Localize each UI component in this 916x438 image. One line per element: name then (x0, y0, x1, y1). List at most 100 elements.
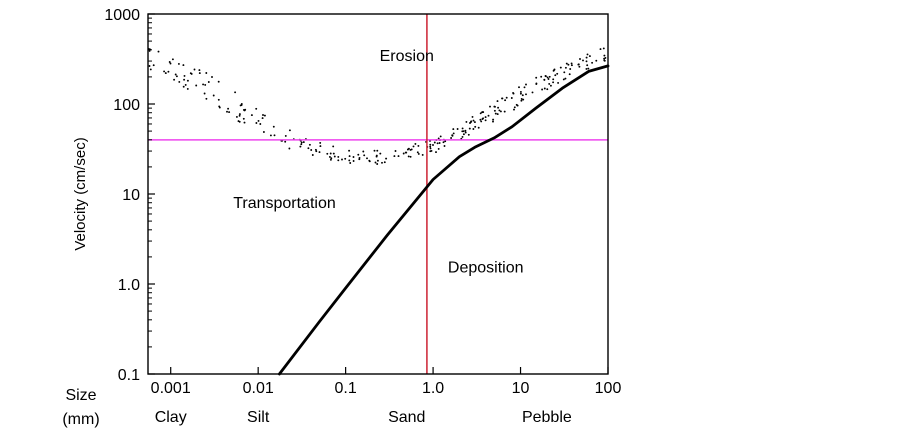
band-dot (310, 149, 312, 151)
band-dot (429, 144, 431, 146)
band-dot (489, 106, 491, 108)
band-dot (437, 142, 439, 144)
band-dot (341, 159, 343, 161)
y-tick-label: 100 (113, 97, 140, 114)
band-dot (385, 158, 387, 160)
band-dot (438, 148, 440, 150)
band-dot (560, 67, 562, 69)
band-dot (243, 109, 245, 111)
band-dot (262, 114, 264, 116)
band-dot (417, 145, 419, 147)
band-dot (251, 114, 253, 116)
band-dot (595, 60, 597, 62)
band-dot (239, 115, 241, 117)
band-dot (334, 156, 336, 158)
band-dot (274, 134, 276, 136)
band-dot (513, 93, 515, 95)
band-dot (434, 142, 436, 144)
band-dot (591, 62, 593, 64)
band-dot (300, 143, 302, 145)
band-dot (319, 151, 321, 153)
band-dot (414, 143, 416, 145)
band-dot (376, 163, 378, 165)
band-dot (569, 73, 571, 75)
band-dot (535, 77, 537, 79)
size-class-label: Clay (155, 409, 187, 426)
band-dot (393, 155, 395, 157)
band-dot (379, 153, 381, 155)
band-dot (548, 83, 550, 85)
band-dot (243, 118, 245, 120)
band-dot (384, 161, 386, 163)
band-dot (258, 120, 260, 122)
band-dot (184, 75, 186, 77)
band-dot (262, 117, 264, 119)
band-dot (430, 147, 432, 149)
band-dot (549, 76, 551, 78)
band-dot (450, 137, 452, 139)
band-dot (603, 58, 605, 60)
band-dot (511, 97, 513, 99)
band-dot (497, 107, 499, 109)
band-dot (541, 89, 543, 91)
band-dot (255, 108, 257, 110)
band-dot (167, 71, 169, 73)
band-dot (363, 154, 365, 156)
size-class-label: Pebble (522, 409, 572, 426)
band-dot (494, 110, 496, 112)
band-dot (432, 144, 434, 146)
band-dot (348, 159, 350, 161)
band-dot (485, 119, 487, 121)
band-dot (532, 91, 534, 93)
band-dot (578, 66, 580, 68)
band-dot (299, 146, 301, 148)
band-dot (403, 153, 405, 155)
band-dot (173, 79, 175, 81)
band-dot (463, 130, 465, 132)
band-dot (349, 155, 351, 157)
band-dot (444, 145, 446, 147)
band-dot (485, 116, 487, 118)
band-dot (587, 53, 589, 55)
band-dot (330, 159, 332, 161)
band-dot (288, 148, 290, 150)
band-dot (208, 81, 210, 83)
band-dot (571, 64, 573, 66)
band-dot (417, 151, 419, 153)
band-dot (405, 152, 407, 154)
band-dot (472, 128, 474, 130)
band-dot (439, 142, 441, 144)
band-dot (493, 106, 495, 108)
band-dot (239, 113, 241, 115)
band-dot (198, 69, 200, 71)
band-dot (178, 81, 180, 83)
band-dot (273, 126, 275, 128)
band-dot (492, 119, 494, 121)
band-dot (482, 118, 484, 120)
band-dot (431, 150, 433, 152)
band-dot (312, 154, 314, 156)
band-dot (478, 127, 480, 129)
band-dot (170, 63, 172, 65)
band-dot (513, 109, 515, 111)
band-dot (194, 69, 196, 71)
band-dot (557, 82, 559, 84)
band-dot (353, 156, 355, 158)
size-class-label: Sand (388, 409, 425, 426)
band-dot (504, 99, 506, 101)
band-dot (565, 67, 567, 69)
band-dot (349, 162, 351, 164)
band-dot (501, 97, 503, 99)
band-dot (418, 153, 420, 155)
band-dot (368, 160, 370, 162)
band-dot (219, 107, 221, 109)
band-dot (359, 157, 361, 159)
y-tick-label: 10 (122, 187, 140, 204)
band-dot (178, 63, 180, 65)
band-dot (218, 81, 220, 83)
y-tick-label: 1000 (104, 7, 140, 24)
band-dot (522, 94, 524, 96)
band-dot (398, 155, 400, 157)
x-tick-label: 10 (512, 380, 530, 397)
